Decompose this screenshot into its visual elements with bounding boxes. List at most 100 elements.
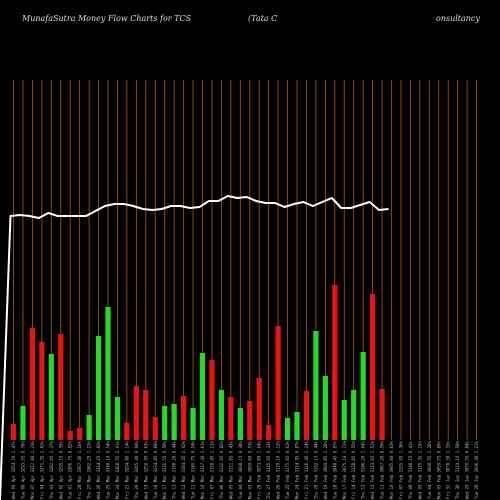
money-flow-bar bbox=[332, 285, 338, 440]
money-flow-bar bbox=[143, 390, 149, 440]
x-tick-label: Thu 13 Feb 3146.20 1.04% bbox=[361, 441, 366, 499]
x-tick-label: Tue 25 Mar 3340.10 0.54% bbox=[106, 441, 111, 499]
money-flow-bar bbox=[341, 400, 347, 440]
x-tick-label: Mon 24 Mar 3368.55 2.01% bbox=[115, 441, 120, 499]
x-tick-label: Mon 10 Mar 3137.30 1.61% bbox=[200, 441, 205, 499]
money-flow-bar bbox=[294, 412, 300, 440]
money-flow-bar bbox=[20, 406, 26, 440]
money-flow-bar bbox=[322, 376, 328, 440]
money-flow-bar bbox=[360, 352, 366, 440]
x-tick-label: Tue 25 Feb 3175.65 0.61% bbox=[285, 441, 290, 499]
money-flow-bar bbox=[48, 354, 54, 440]
x-tick-label: Wed 12 Mar 3184.35 2.02% bbox=[181, 441, 186, 499]
x-tick-label: Mon 07 Apr 3312.80 1.23% bbox=[30, 441, 35, 499]
x-tick-label: Mon 10 Feb 3085.60 0.63% bbox=[389, 441, 394, 499]
money-flow-bar bbox=[162, 406, 168, 440]
money-flow-bar bbox=[29, 328, 35, 440]
money-flow-bar bbox=[95, 336, 102, 440]
money-flow-bar bbox=[228, 397, 234, 440]
price-line bbox=[0, 195, 389, 500]
money-flow-bar bbox=[247, 401, 253, 440]
x-tick-label: Thu 06 Feb 3148.15 0.41% bbox=[408, 441, 413, 499]
grid-lines bbox=[13, 80, 477, 440]
x-tick-label: Tue 18 Feb 3048.45 0.87% bbox=[332, 441, 337, 499]
x-tick-label: Tue 11 Feb 3067.20 0.59% bbox=[380, 441, 385, 499]
money-flow-bar bbox=[124, 423, 130, 440]
x-tick-label: Mon 03 Mar 3089.60 0.53% bbox=[247, 441, 252, 499]
x-tick-label: Tue 18 Mar 3234.85 0.68% bbox=[153, 441, 158, 499]
x-tick-label: Thu 20 Feb 3102.15 0.44% bbox=[313, 441, 318, 499]
money-flow-bar bbox=[209, 360, 215, 440]
money-flow-bar bbox=[379, 389, 385, 440]
x-tick-label: Fri 28 Mar 3367.40 1.16% bbox=[77, 441, 82, 499]
x-tick-label: Wed 26 Feb 3139.10 1.12% bbox=[276, 441, 281, 499]
x-tick-label: Thu 03 Apr 3282.05 1.37% bbox=[49, 441, 54, 499]
x-tick-label: Wed 02 Apr 3295.10 0.39% bbox=[58, 441, 63, 499]
x-tick-label: Thu 27 Feb 3125.05 0.33% bbox=[266, 441, 271, 499]
money-flow-bar bbox=[284, 418, 291, 440]
x-tick-label: Tue 08 Apr 3293.55 0.76% bbox=[20, 441, 25, 499]
money-flow-bar bbox=[190, 408, 196, 440]
money-flow-bar bbox=[351, 390, 357, 440]
money-flow-bar bbox=[313, 331, 319, 440]
x-tick-label: Mon 17 Mar 3216.55 0.58% bbox=[162, 441, 167, 499]
x-tick-label: Fri 31 Jan 3078.30 1.33% bbox=[446, 441, 451, 499]
x-tick-label: Thu 13 Mar 3198.20 0.44% bbox=[172, 441, 177, 499]
money-flow-bar bbox=[181, 396, 187, 440]
bars bbox=[10, 285, 385, 440]
x-tick-label: Fri 21 Mar 3294.80 1.14% bbox=[124, 441, 129, 499]
x-tick-label: Wed 19 Mar 3250.95 0.63% bbox=[143, 441, 148, 499]
money-flow-bar bbox=[266, 425, 272, 440]
money-flow-bar bbox=[58, 334, 64, 440]
title-part-1: MunafaSutra Money Flow Charts for TCS bbox=[22, 14, 192, 23]
x-tick-label: Fri 28 Feb 3073.80 1.64% bbox=[257, 441, 262, 499]
money-flow-bar bbox=[370, 294, 376, 440]
money-flow-bar bbox=[10, 424, 17, 440]
money-flow-bar bbox=[67, 431, 73, 440]
x-tick-label: Fri 07 Mar 3158.45 1.11% bbox=[209, 441, 214, 499]
x-tick-label: Tue 04 Feb 3098.55 1.26% bbox=[427, 441, 432, 499]
x-tick-label: Wed 26 Mar 3334.25 1.82% bbox=[96, 441, 101, 499]
money-flow-bar bbox=[199, 353, 206, 440]
x-tick-label: Thu 27 Mar 3362.25 1.23% bbox=[87, 441, 92, 499]
x-tick-label: Wed 19 Feb 3089.85 1.26% bbox=[323, 441, 328, 499]
money-flow-bar bbox=[256, 378, 262, 440]
price-line-group bbox=[0, 195, 389, 500]
x-tick-label: Wed 29 Jan 3070.55 0.84% bbox=[465, 441, 470, 499]
x-tick-label: Mon 17 Feb 3075.10 1.72% bbox=[342, 441, 347, 499]
x-tick-label: Fri 04 Apr 3271.35 1.02% bbox=[39, 441, 44, 499]
x-tick-label: Wed 05 Mar 3111.85 0.43% bbox=[228, 441, 233, 499]
money-flow-bar bbox=[237, 408, 243, 440]
money-flow-bar bbox=[218, 390, 224, 440]
money-flow-bar bbox=[39, 342, 45, 440]
x-tick-label: Wed 12 Feb 3113.65 1.51% bbox=[370, 441, 375, 499]
x-tick-label: Wed 09 Apr 3254.70 1.47% bbox=[11, 441, 16, 499]
x-tick-label: Wed 05 Feb 3135.35 1.19% bbox=[417, 441, 422, 499]
title-part-3: onsultancy bbox=[436, 14, 480, 23]
x-tick-label: Mon 24 Feb 3154.95 0.87% bbox=[295, 441, 300, 499]
chart-title: MunafaSutra Money Flow Charts for TCS (T… bbox=[0, 14, 500, 28]
x-tick-label: Tue 11 Mar 3140.75 0.54% bbox=[191, 441, 196, 499]
x-tick-label: Fri 07 Feb 3105.05 1.36% bbox=[398, 441, 403, 499]
money-flow-bar bbox=[152, 417, 158, 440]
money-flow-bar bbox=[77, 428, 83, 440]
money-flow-bar bbox=[114, 397, 121, 440]
x-tick-label: Thu 30 Jan 3119.10 1.58% bbox=[455, 441, 460, 499]
x-tick-label: Thu 20 Mar 3265.40 0.68% bbox=[134, 441, 139, 499]
money-flow-bar bbox=[86, 415, 92, 440]
title-part-2: (Tata C bbox=[248, 14, 278, 23]
x-tick-label: Fri 14 Feb 3128.85 0.55% bbox=[351, 441, 356, 499]
x-tick-label: Tue 01 Apr 3306.75 0.82% bbox=[68, 441, 73, 499]
x-tick-label: Thu 06 Mar 3132.05 0.82% bbox=[219, 441, 224, 499]
money-flow-bar bbox=[171, 404, 177, 440]
money-flow-bar bbox=[105, 307, 111, 440]
money-flow-bar bbox=[275, 326, 281, 440]
x-tick-label: Tue 28 Jan 3096.40 1.21% bbox=[474, 441, 479, 499]
x-axis-labels: Wed 09 Apr 3254.70 1.47% Tue 08 Apr 3293.… bbox=[11, 441, 479, 499]
money-flow-bar bbox=[133, 386, 139, 440]
x-tick-label: Tue 04 Mar 3098.15 0.38% bbox=[238, 441, 243, 499]
money-flow-bar bbox=[303, 391, 310, 440]
x-tick-label: Mon 03 Feb 3059.75 0.60% bbox=[436, 441, 441, 499]
x-tick-label: Fri 21 Feb 3126.45 1.24% bbox=[304, 441, 309, 499]
